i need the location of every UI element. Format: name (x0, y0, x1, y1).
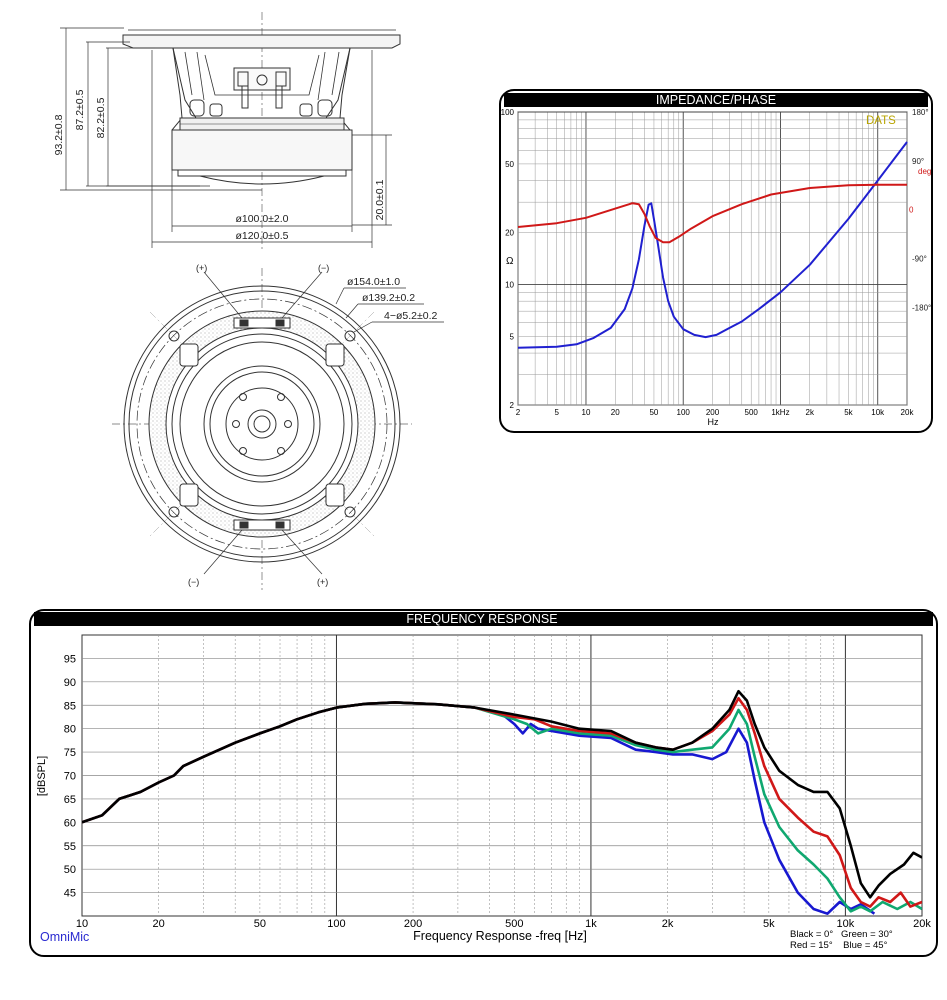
dim-basket-dia: ø120.0±0.5 (235, 230, 288, 242)
series-impedance (517, 141, 908, 349)
impedance-grid (517, 111, 908, 406)
impedance-y-label: Ω (506, 256, 514, 267)
phase-tick-label: 0 (909, 206, 914, 215)
fr-x-tick-label: 200 (404, 918, 422, 930)
impedance-series-group (517, 141, 908, 349)
impedance-y-tick-label: 20 (505, 229, 514, 238)
impedance-y-ticks: 2 5 10 20 50 100 (501, 108, 515, 410)
phase-ticks: 180° 90° 0 -90° -180° (909, 108, 931, 312)
front-view-drawing (112, 268, 444, 590)
fr-legend-line2: Red = 15° Blue = 45° (790, 940, 888, 951)
impedance-y-tick-label: 100 (501, 108, 515, 117)
phase-tick-label: -180° (912, 303, 931, 312)
fr-y-label: [dBSPL] (36, 756, 48, 796)
fr-x-tick-label: 20 (152, 918, 164, 930)
fr-grid (82, 635, 922, 916)
impedance-y-tick-label: 2 (510, 401, 515, 410)
fr-x-tick-label: 100 (327, 918, 345, 930)
impedance-x-tick-label: 50 (649, 408, 658, 417)
dats-logo: DATS (866, 115, 896, 127)
fr-x-tick-label: 20k (913, 918, 931, 930)
impedance-x-tick-label: 10 (582, 408, 591, 417)
fr-y-tick-label: 60 (64, 817, 76, 829)
fr-y-tick-label: 55 (64, 841, 76, 853)
terminal-plus-top: (+) (196, 263, 207, 273)
fr-y-tick-label: 85 (64, 700, 76, 712)
series-0° (82, 689, 922, 899)
impedance-x-tick-label: 1kHz (771, 408, 789, 417)
impedance-y-tick-label: 50 (505, 160, 514, 169)
fr-title: FREQUENCY RESPONSE (406, 612, 557, 626)
fr-x-label: Frequency Response -freq [Hz] (413, 929, 587, 943)
impedance-x-tick-label: 20k (901, 408, 915, 417)
terminal-minus-bottom: (−) (188, 577, 199, 587)
impedance-phase-panel: IMPEDANCE/PHASE 2 5 10 20 50 100 200 500 1kHz 2k 5… (499, 89, 933, 433)
phase-unit-label: deg (918, 167, 931, 176)
series-phase (517, 183, 907, 244)
fr-y-tick-label: 50 (64, 864, 76, 876)
phase-tick-label: 180° (912, 108, 929, 117)
omnimic-logo: OmniMic (40, 930, 89, 944)
fr-y-tick-label: 75 (64, 747, 76, 759)
fr-y-ticks: 45 50 55 60 65 70 75 80 85 90 95 (64, 653, 76, 899)
fr-x-tick-label: 10k (837, 918, 855, 930)
dim-holes: 4−ø5.2±0.2 (384, 310, 438, 322)
terminal-minus-top: (−) (318, 263, 329, 273)
impedance-y-tick-label: 10 (505, 280, 514, 289)
fr-series-group (82, 689, 922, 915)
fr-x-tick-label: 5k (763, 918, 775, 930)
impedance-x-tick-label: 200 (706, 408, 720, 417)
fr-title-bar (34, 612, 933, 626)
dim-height-inner: 82.2±0.5 (95, 97, 107, 138)
fr-y-tick-label: 95 (64, 653, 76, 665)
fr-legend-line1: Black = 0° Green = 30° (790, 929, 893, 940)
phase-tick-label: 90° (912, 157, 924, 166)
impedance-x-label: Hz (708, 417, 719, 427)
fr-x-tick-label: 500 (505, 918, 523, 930)
impedance-y-tick-label: 5 (510, 332, 515, 341)
impedance-x-tick-label: 2 (516, 408, 521, 417)
side-dimension-labels: 93.2±0.8 87.2±0.5 82.2±0.5 20.0±0.1 ø100… (53, 89, 386, 242)
fr-x-ticks: 10 20 50 100 200 500 1k 2k 5k 10k 20k (76, 918, 931, 930)
impedance-title-bar (504, 93, 928, 107)
fr-x-tick-label: 50 (254, 918, 266, 930)
fr-x-tick-label: 1k (585, 918, 597, 930)
fr-x-tick-label: 10 (76, 918, 88, 930)
impedance-x-tick-label: 2k (806, 408, 815, 417)
impedance-title: IMPEDANCE/PHASE (656, 93, 776, 107)
impedance-x-ticks: 2 5 10 20 50 100 200 500 1kHz 2k 5k 10k 20k (516, 408, 915, 417)
frequency-response-panel: FREQUENCY RESPONSE 10 20 50 100 200 500 1k 2k 5k… (29, 609, 938, 957)
fr-y-tick-label: 80 (64, 724, 76, 736)
front-dimension-labels: (+) (−) (−) (+) ø154.0±1.0 ø139.2±0.2 4−… (188, 263, 438, 587)
impedance-x-tick-label: 10k (871, 408, 885, 417)
phase-tick-label: -90° (912, 255, 927, 264)
dim-height-mid: 87.2±0.5 (74, 89, 86, 130)
side-view-drawing (60, 12, 401, 250)
impedance-x-tick-label: 20 (611, 408, 620, 417)
impedance-x-tick-label: 5k (844, 408, 853, 417)
dim-magnet-height: 20.0±0.1 (374, 179, 386, 220)
fr-y-tick-label: 90 (64, 677, 76, 689)
impedance-x-tick-label: 100 (677, 408, 691, 417)
fr-x-tick-label: 2k (662, 918, 674, 930)
fr-y-tick-label: 65 (64, 794, 76, 806)
dim-outer-dia: ø154.0±1.0 (347, 276, 400, 288)
dim-magnet-dia: ø100.0±2.0 (235, 213, 288, 225)
dim-mount-dia: ø139.2±0.2 (362, 292, 415, 304)
impedance-x-tick-label: 500 (745, 408, 759, 417)
dim-height-total: 93.2±0.8 (53, 114, 65, 155)
impedance-x-tick-label: 5 (554, 408, 559, 417)
terminal-plus-bottom: (+) (317, 577, 328, 587)
fr-y-tick-label: 45 (64, 888, 76, 900)
fr-y-tick-label: 70 (64, 771, 76, 783)
